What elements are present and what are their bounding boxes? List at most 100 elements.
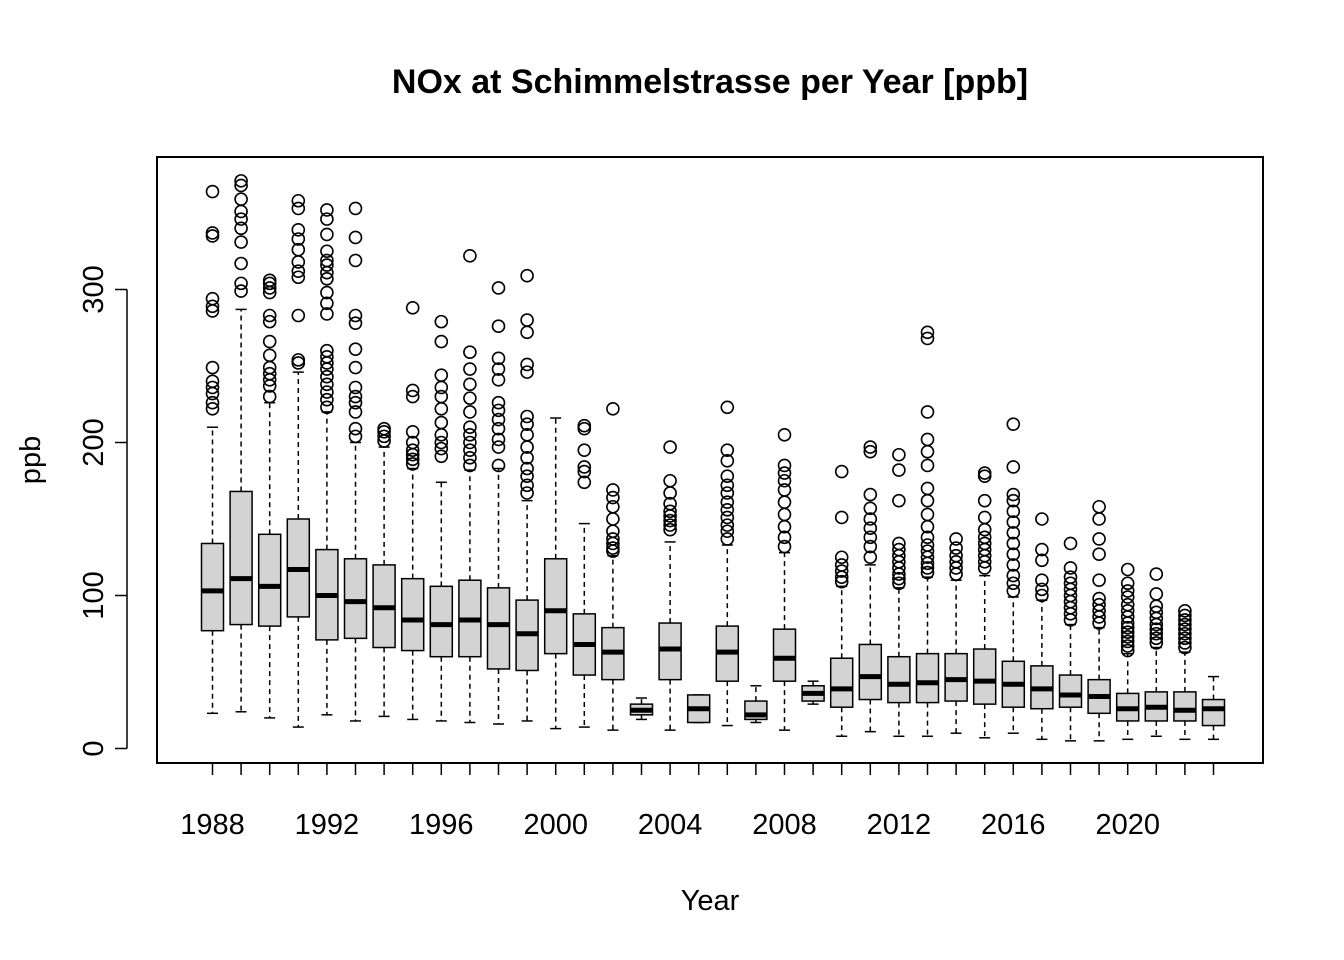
outlier-point (892, 536, 906, 551)
outlier-point (1120, 639, 1135, 653)
box-2015 (972, 466, 997, 739)
box-2018 (1058, 536, 1083, 742)
box-2002 (601, 402, 625, 731)
box-2000 (543, 417, 568, 730)
outlier-point (348, 429, 363, 444)
outlier-point (463, 362, 477, 376)
outlier-point (949, 541, 963, 555)
box-2012 (887, 447, 911, 738)
outlier-point (205, 380, 220, 395)
outlier-point (1006, 504, 1021, 519)
outlier-point (920, 331, 935, 346)
outlier-point (777, 507, 792, 522)
outlier-point (491, 351, 506, 366)
outlier-point (291, 223, 306, 237)
outlier-point (920, 325, 935, 340)
outlier-point (606, 512, 620, 526)
outlier-point (491, 372, 506, 387)
box-1996 (429, 314, 454, 722)
outlier-point (520, 325, 534, 340)
outlier-point (777, 530, 792, 545)
outlier-point (977, 510, 992, 525)
outlier-point (663, 440, 677, 454)
outlier-point (434, 380, 449, 395)
outlier-point (520, 357, 534, 372)
outlier-point (291, 356, 306, 370)
box-iqr (858, 643, 883, 701)
box-1999 (515, 268, 539, 722)
outlier-point (1006, 417, 1021, 431)
x-tick-label: 2012 (867, 809, 932, 841)
y-axis: 0 100 200 300 (78, 265, 128, 757)
box-2023 (1201, 675, 1226, 741)
box-2003 (629, 697, 654, 721)
outlier-point (520, 486, 534, 500)
outlier-point (434, 435, 449, 450)
box-iqr (772, 628, 797, 682)
outlier-point (262, 281, 277, 295)
box-1988 (200, 184, 225, 715)
outlier-point (434, 368, 449, 382)
outlier-point (1120, 576, 1135, 591)
outlier-point (1006, 584, 1021, 598)
outlier-point (262, 314, 277, 329)
outlier-point (234, 284, 248, 298)
outlier-point (348, 230, 363, 245)
outlier-point (320, 343, 334, 358)
outlier-point (434, 428, 449, 442)
outlier-point (863, 444, 878, 459)
outlier-point (463, 405, 477, 419)
outlier-point (863, 539, 878, 554)
outlier-point (720, 400, 735, 415)
box-2014 (944, 532, 968, 734)
outlier-point (1178, 603, 1192, 618)
outlier-point (920, 405, 935, 419)
outlier-point (291, 232, 306, 246)
outlier-point (720, 443, 735, 457)
outlier-point (234, 276, 248, 291)
outlier-point (1006, 558, 1021, 572)
outlier-point (1063, 561, 1078, 575)
outlier-point (577, 418, 592, 433)
box-iqr (400, 577, 425, 652)
outlier-point (977, 522, 992, 537)
outlier-point (320, 350, 334, 364)
outlier-point (405, 443, 420, 457)
outlier-point (491, 395, 506, 410)
outlier-point (1120, 584, 1135, 598)
outlier-point (205, 184, 220, 199)
outlier-point (1006, 547, 1021, 561)
box-1993 (343, 201, 368, 722)
outlier-point (463, 435, 477, 450)
outlier-point (463, 377, 477, 392)
outlier-point (491, 412, 506, 427)
y-tick-label: 100 (78, 571, 110, 619)
outlier-point (720, 486, 735, 500)
outlier-point (1178, 617, 1192, 632)
box-iqr (1201, 698, 1226, 727)
outlier-point (977, 493, 992, 508)
outlier-point (892, 542, 906, 557)
outlier-point (920, 444, 935, 459)
x-tick-label: 2000 (523, 809, 588, 841)
outlier-point (1006, 568, 1021, 583)
outlier-point (1149, 567, 1164, 581)
outlier-point (720, 524, 735, 539)
outlier-point (320, 271, 334, 286)
outlier-point (520, 313, 534, 327)
outlier-point (1120, 643, 1135, 658)
box-iqr (829, 657, 854, 708)
outlier-point (234, 204, 248, 219)
outlier-point (463, 458, 477, 473)
outlier-point (1092, 547, 1106, 561)
outlier-point (920, 458, 935, 473)
outlier-point (892, 576, 906, 591)
outlier-point (577, 460, 592, 474)
outlier-point (348, 316, 363, 330)
box-2019 (1087, 499, 1111, 742)
outlier-point (863, 550, 878, 565)
outlier-point (262, 366, 277, 381)
outlier-point (291, 255, 306, 269)
outlier-point (291, 353, 306, 367)
outlier-point (320, 227, 334, 242)
